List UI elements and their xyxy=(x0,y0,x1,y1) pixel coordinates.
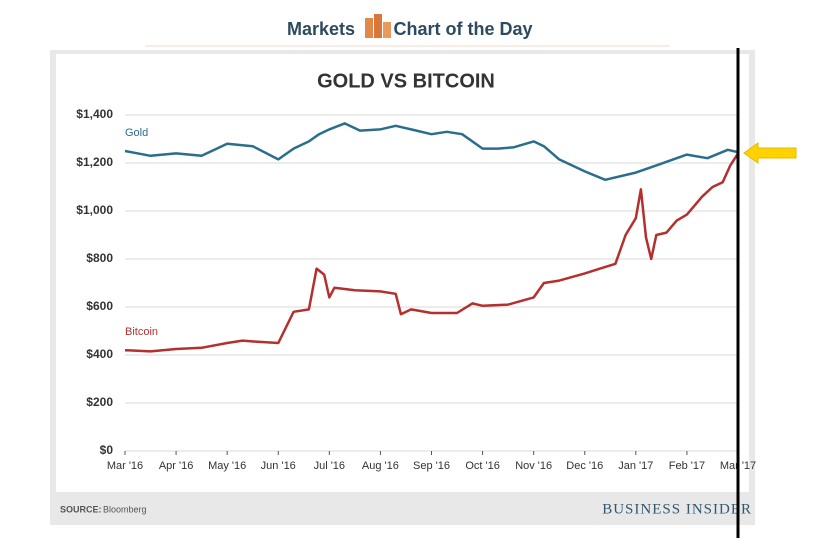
x-tick-label: Feb '17 xyxy=(669,460,705,472)
series-line xyxy=(124,152,740,353)
source-label: SOURCE: xyxy=(60,504,102,514)
header-icon xyxy=(374,14,382,38)
x-tick-label: Nov '16 xyxy=(515,460,552,472)
plot: $0 $200 $400 $600 $800 $1,000 $1,200 $1,400 Mar … xyxy=(76,107,756,472)
brand: BUSINESS INSIDER xyxy=(602,501,752,517)
x-tick-label: Aug '16 xyxy=(362,460,399,472)
y-tick-label: $200 xyxy=(86,395,113,409)
x-tick-label: Mar '16 xyxy=(107,460,143,472)
plot-panel xyxy=(56,54,749,492)
header-left: Markets xyxy=(287,19,355,39)
x-tick-label: Sep '16 xyxy=(413,460,450,472)
y-tick-label: $1,200 xyxy=(76,155,113,169)
y-tick-label: $1,400 xyxy=(76,107,113,121)
header-icon xyxy=(365,18,373,38)
series-label: Gold xyxy=(125,127,148,139)
x-tick-label: Oct '16 xyxy=(465,460,500,472)
chart-title: GOLD VS BITCOIN xyxy=(317,70,495,92)
y-tick-label: $600 xyxy=(86,299,113,313)
arrow xyxy=(743,142,797,164)
y-tick-label: $800 xyxy=(86,251,113,265)
x-tick-label: May '16 xyxy=(208,460,246,472)
source: Bloomberg xyxy=(103,504,147,514)
series-label: Bitcoin xyxy=(125,326,158,338)
x-tick-label: Apr '16 xyxy=(159,460,194,472)
x-tick-label: Jun '16 xyxy=(261,460,296,472)
header-right: Chart of the Day xyxy=(393,19,532,39)
header-icon xyxy=(383,22,391,38)
series-line xyxy=(124,122,739,182)
y-tick-label: $400 xyxy=(86,347,113,361)
y-tick-label: $0 xyxy=(100,443,114,457)
y-tick-label: $1,000 xyxy=(76,203,113,217)
x-tick-label: Jul '16 xyxy=(314,460,345,472)
x-tick-label: Dec '16 xyxy=(566,460,603,472)
x-tick-label: Jan '17 xyxy=(618,460,653,472)
